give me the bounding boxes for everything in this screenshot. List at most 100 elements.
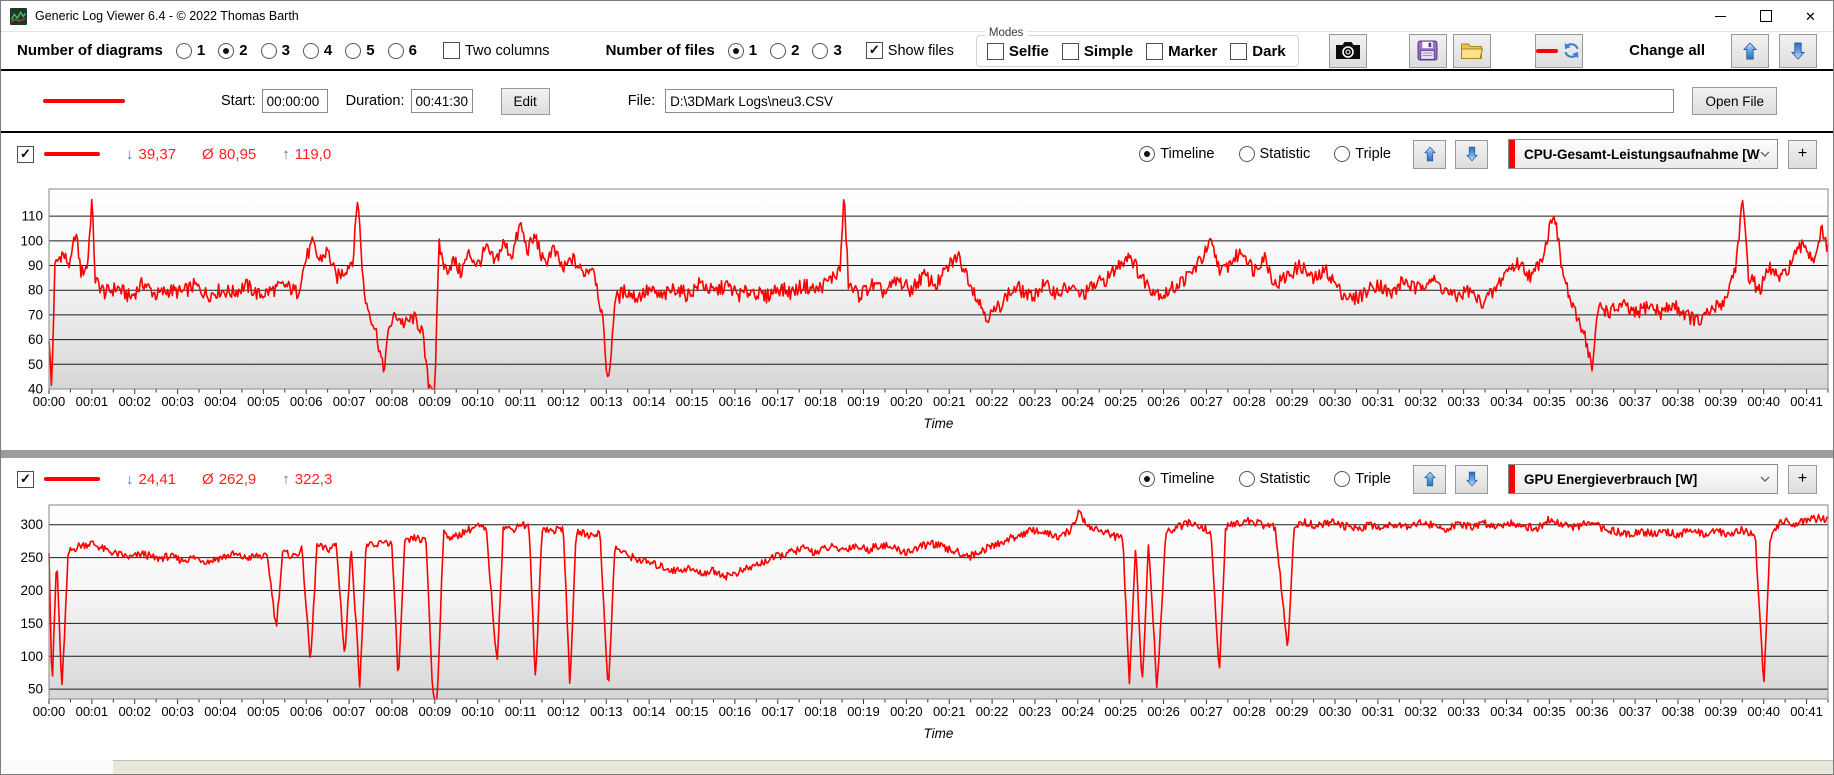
series-color-line[interactable] (43, 99, 125, 103)
file-label: File: (627, 93, 656, 109)
cpu-chart-area[interactable]: 40 50 60 70 80 90 100 110 00:00 00:01 00:02 00:03 00… (1, 175, 1833, 437)
gpu-chart-header: ↓ 24,41 Ø 262,9 ↑ 322,3 Timeline Statist… (1, 458, 1833, 500)
signal-select-gpu[interactable]: GPU Energieverbrauch [W] (1508, 464, 1778, 494)
radio-label: 1 (748, 42, 758, 59)
files-label: Number of files (605, 42, 715, 59)
move-signal-down-button[interactable] (1455, 139, 1488, 169)
diagrams-radio-2[interactable]: 2 (218, 42, 248, 59)
view-radio-timeline[interactable]: Timeline (1139, 146, 1215, 162)
files-radio-3[interactable]: 3 (812, 42, 842, 59)
minimize-button[interactable] (1698, 1, 1743, 31)
radio-icon (812, 42, 829, 59)
radio-icon (727, 42, 744, 59)
modes-legend: Modes (984, 26, 1028, 39)
chart-panel-cpu: ↓ 39,37 Ø 80,95 ↑ 119,0 Timeline Statist… (1, 133, 1833, 450)
view-radio-statistic[interactable]: Statistic (1238, 471, 1311, 487)
view-radio-triple[interactable]: Triple (1334, 146, 1391, 162)
arrow-up-icon (1423, 146, 1436, 162)
duration-input[interactable] (410, 89, 473, 113)
mode-dark-checkbox[interactable]: Dark (1230, 42, 1286, 60)
svg-text:00:21: 00:21 (933, 394, 966, 409)
series-color-swatch[interactable] (44, 477, 100, 481)
show-files-checkbox[interactable]: Show files (865, 42, 954, 59)
signal-name: GPU Energieverbrauch [W] (1524, 471, 1698, 487)
floppy-disk-icon (1417, 40, 1438, 61)
svg-text:00:13: 00:13 (590, 704, 623, 719)
add-signal-button[interactable]: + (1788, 139, 1817, 169)
cpu-chart-header: ↓ 39,37 Ø 80,95 ↑ 119,0 Timeline Statist… (1, 133, 1833, 175)
radio-label: 6 (408, 42, 417, 59)
radio-icon (1334, 146, 1351, 162)
two-columns-checkbox[interactable]: Two columns (442, 42, 550, 59)
svg-text:100: 100 (20, 649, 43, 664)
series-visible-checkbox[interactable] (17, 145, 34, 163)
avg-symbol-icon: Ø (202, 470, 214, 488)
diagrams-radio-5[interactable]: 5 (345, 42, 375, 59)
svg-text:00:10: 00:10 (461, 704, 494, 719)
signal-color-bar (1509, 140, 1515, 168)
gpu-energy-chart[interactable]: 50 100 150 200 250 300 00:00 00:01 00:02 00:03 00:… (1, 500, 1834, 750)
cpu-power-chart[interactable]: 40 50 60 70 80 90 100 110 00:00 00:01 00:02 00:03 00… (1, 175, 1834, 437)
mode-selfie-checkbox[interactable]: Selfie (986, 42, 1049, 60)
svg-text:00:09: 00:09 (419, 704, 452, 719)
svg-text:00:15: 00:15 (676, 704, 709, 719)
signal-select-cpu[interactable]: CPU-Gesamt-Leistungsaufnahme [W] (1508, 139, 1778, 169)
diagrams-radio-6[interactable]: 6 (387, 42, 417, 59)
max-value: 119,0 (294, 145, 332, 163)
maximize-button[interactable] (1743, 1, 1788, 31)
diagrams-radio-1[interactable]: 1 (175, 42, 205, 59)
mode-simple-checkbox[interactable]: Simple (1061, 42, 1133, 60)
change-all-down-button[interactable] (1779, 33, 1817, 68)
change-line-style-button[interactable] (1534, 33, 1584, 68)
svg-text:00:00: 00:00 (33, 394, 66, 409)
checkbox-label: Selfie (1008, 42, 1049, 60)
view-radio-triple[interactable]: Triple (1334, 471, 1391, 487)
file-path-input[interactable] (665, 89, 1675, 113)
checkbox-icon (865, 42, 883, 59)
series-visible-checkbox[interactable] (17, 470, 34, 488)
move-signal-down-button[interactable] (1455, 464, 1488, 494)
svg-text:60: 60 (28, 332, 43, 347)
svg-text:00:32: 00:32 (1404, 704, 1437, 719)
svg-text:00:07: 00:07 (333, 394, 366, 409)
panel-separator[interactable] (1, 450, 1833, 458)
diagrams-radio-4[interactable]: 4 (302, 42, 332, 59)
svg-text:40: 40 (28, 382, 43, 397)
svg-text:00:36: 00:36 (1576, 704, 1609, 719)
series-color-swatch[interactable] (44, 152, 100, 156)
files-radio-2[interactable]: 2 (770, 42, 799, 59)
app-icon (10, 7, 27, 25)
svg-text:150: 150 (20, 616, 43, 631)
open-file-button[interactable]: Open File (1692, 87, 1777, 115)
add-signal-button[interactable]: + (1788, 464, 1817, 494)
open-folder-button[interactable] (1452, 33, 1491, 68)
radio-icon (1334, 471, 1351, 487)
radio-label: Statistic (1259, 471, 1311, 487)
svg-text:00:19: 00:19 (847, 704, 880, 719)
signal-color-bar (1509, 465, 1515, 493)
save-button[interactable] (1408, 33, 1447, 68)
move-signal-up-button[interactable] (1413, 139, 1446, 169)
svg-text:00:15: 00:15 (676, 394, 709, 409)
view-radio-statistic[interactable]: Statistic (1238, 146, 1310, 162)
close-button[interactable]: ✕ (1788, 1, 1833, 31)
move-signal-up-button[interactable] (1413, 464, 1446, 494)
svg-text:00:20: 00:20 (890, 704, 923, 719)
view-radio-timeline[interactable]: Timeline (1139, 471, 1215, 487)
svg-text:00:11: 00:11 (505, 394, 537, 409)
screenshot-button[interactable] (1328, 33, 1367, 68)
change-all-up-button[interactable] (1731, 33, 1769, 68)
files-radio-1[interactable]: 1 (727, 42, 758, 59)
start-time-input[interactable] (261, 89, 328, 113)
gpu-chart-area[interactable]: 50 100 150 200 250 300 00:00 00:01 00:02 00:03 00:… (1, 500, 1833, 750)
svg-text:00:38: 00:38 (1662, 394, 1695, 409)
diagrams-radio-3[interactable]: 3 (260, 42, 290, 59)
radio-icon (345, 42, 362, 59)
svg-text:00:40: 00:40 (1747, 704, 1780, 719)
radio-label: Triple (1355, 471, 1391, 487)
svg-text:00:20: 00:20 (890, 394, 923, 409)
mode-marker-checkbox[interactable]: Marker (1146, 42, 1217, 60)
edit-button[interactable]: Edit (500, 87, 550, 115)
start-label: Start: (221, 93, 256, 109)
